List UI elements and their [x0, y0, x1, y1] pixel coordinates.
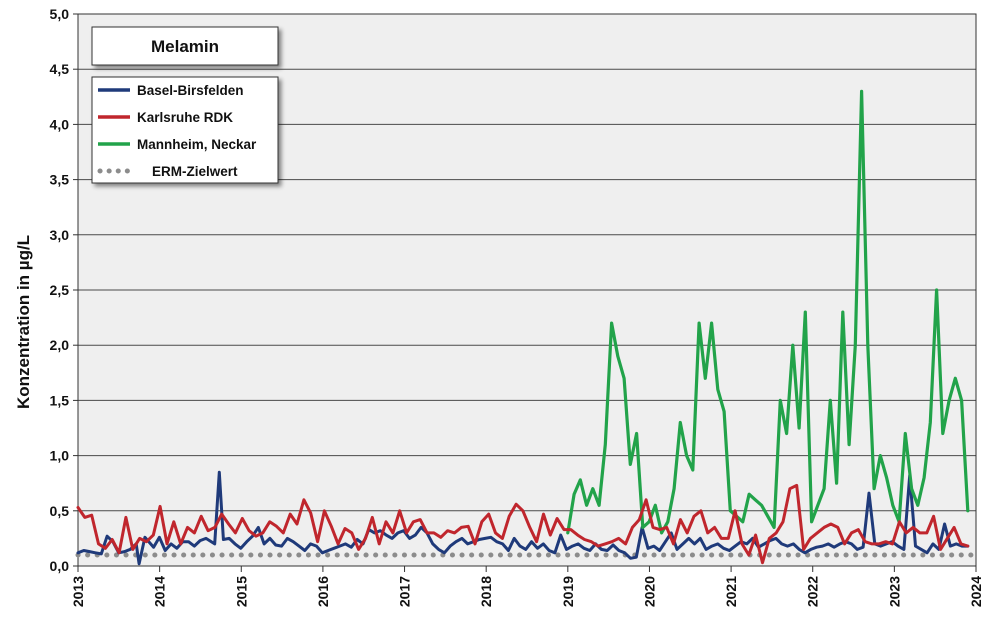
x-tick-label: 2021 [723, 576, 739, 607]
y-axis-label: Konzentration in µg/L [14, 235, 33, 409]
x-tick-label: 2022 [805, 576, 821, 607]
y-axis: 0,0 0,5 1,0 1,5 2,0 2,5 3,0 3,5 4,0 4,5 5,0 [50, 6, 78, 574]
y-tick-label: 5,0 [50, 6, 70, 22]
title-box-frame [91, 26, 279, 66]
x-tick-label: 2019 [560, 576, 576, 607]
series-line-basel-birsfelden [76, 470, 970, 566]
series-line-mannheim-neckar [566, 89, 970, 535]
legend-label-karlsruhe: Karlsruhe RDK [137, 110, 233, 125]
chart-title: Melamin [151, 37, 219, 56]
y-tick-label: 2,0 [50, 337, 70, 353]
x-tick-label: 2016 [315, 576, 331, 607]
series-group [75, 89, 979, 566]
y-tick-label: 1,5 [50, 392, 70, 408]
y-tick-label: 2,5 [50, 282, 70, 298]
legend-frame [91, 76, 279, 184]
title-box: Melamin [91, 26, 279, 66]
x-tick-label: 2023 [886, 576, 902, 607]
legend-label-basel: Basel-Birsfelden [137, 83, 244, 98]
x-tick-label: 2017 [397, 576, 413, 607]
y-tick-label: 4,0 [50, 116, 70, 132]
legend-label-erm: ERM-Zielwert [152, 164, 238, 179]
legend: Basel-Birsfelden Karlsruhe RDK Mannheim,… [91, 76, 279, 184]
x-tick-label: 2013 [70, 576, 86, 607]
legend-label-mannheim: Mannheim, Neckar [137, 137, 257, 152]
x-tick-label: 2020 [641, 576, 657, 607]
x-tick-label: 2014 [152, 576, 168, 607]
y-tick-label: 3,5 [50, 172, 70, 188]
x-tick-label: 2015 [233, 576, 249, 607]
x-axis: 2013 2014 2015 2016 2017 2018 2019 2020 2021 2022… [70, 566, 984, 607]
x-tick-label: 2024 [968, 576, 984, 607]
y-tick-label: 1,0 [50, 448, 70, 464]
y-tick-label: 0,5 [50, 503, 70, 519]
x-tick-label: 2018 [478, 576, 494, 607]
y-tick-label: 4,5 [50, 61, 70, 77]
series-line-karlsruhe-rdk [76, 483, 970, 565]
y-tick-label: 3,0 [50, 227, 70, 243]
y-tick-label: 0,0 [50, 558, 70, 574]
